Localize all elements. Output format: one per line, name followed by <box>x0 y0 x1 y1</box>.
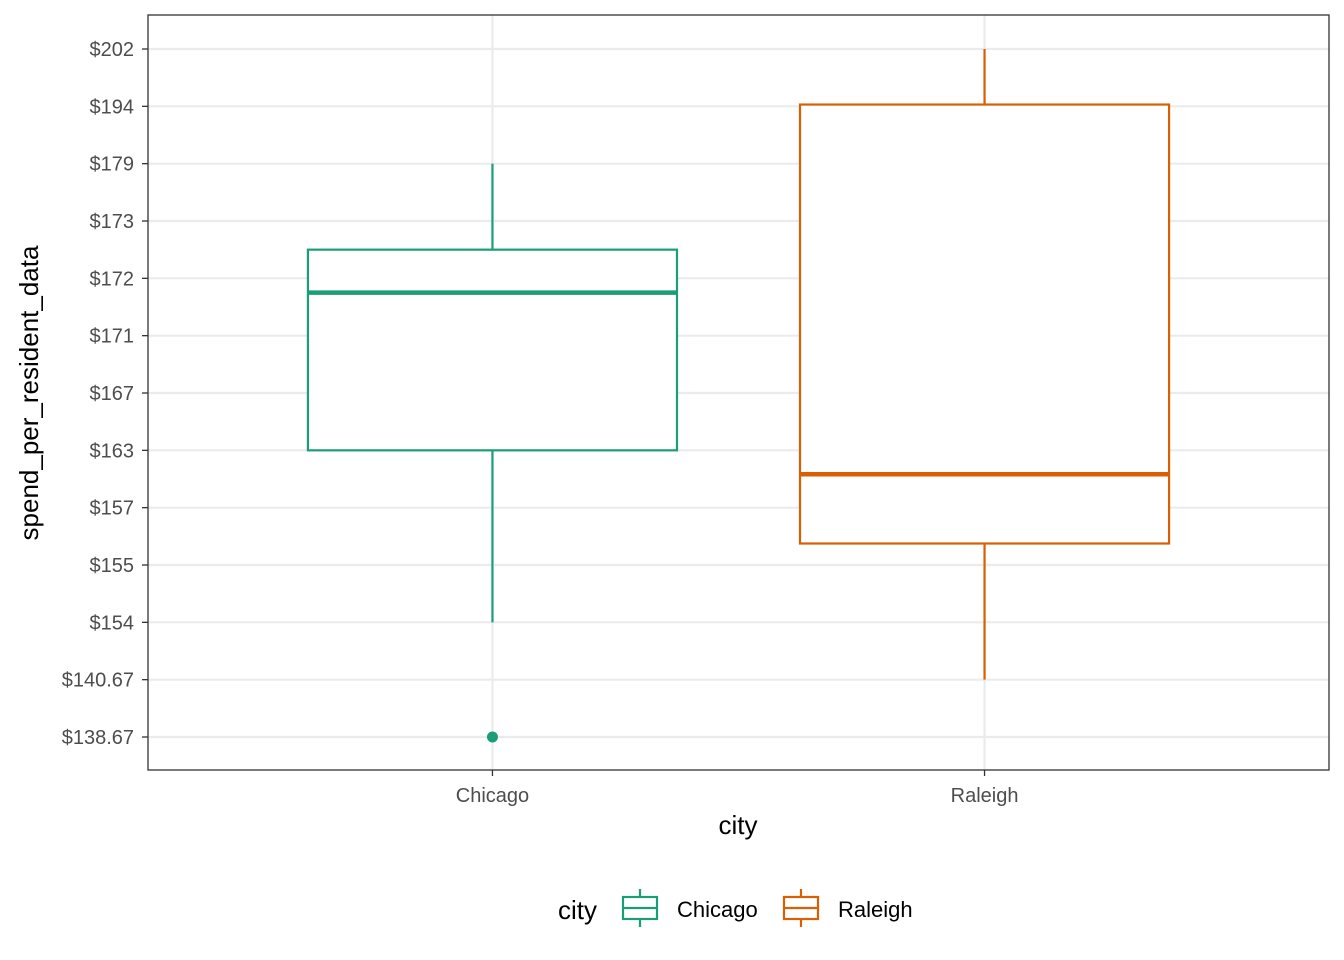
boxes <box>306 49 1171 743</box>
y-tick-label: $179 <box>90 154 135 176</box>
interquartile-box <box>306 248 679 452</box>
y-axis-title: spend_per_resident_data <box>14 245 44 540</box>
y-tick-label: $155 <box>90 555 135 577</box>
legend-entry-raleigh: Raleigh <box>782 889 913 927</box>
y-tick-label: $140.67 <box>62 670 134 692</box>
y-tick-label: $172 <box>90 268 135 290</box>
y-tick-label: $157 <box>90 498 135 520</box>
legend: city Chicago Raleigh <box>558 889 913 927</box>
outlier-point <box>486 731 498 743</box>
box-chicago <box>306 163 679 743</box>
y-tick-label: $138.67 <box>62 727 134 749</box>
legend-label: Chicago <box>677 897 758 922</box>
x-tick-label: Raleigh <box>951 785 1019 807</box>
legend-title: city <box>558 895 597 925</box>
x-tick-label: Chicago <box>456 785 529 807</box>
legend-label: Raleigh <box>838 897 913 922</box>
y-tick-label: $202 <box>90 39 135 61</box>
y-tick-label: $167 <box>90 383 135 405</box>
x-axis: Chicago Raleigh <box>456 770 1019 807</box>
x-axis-title: city <box>719 810 758 840</box>
y-axis: $138.67 $140.67 $154 $155 $157 $163 $167 $171 $1… <box>62 39 148 749</box>
interquartile-box <box>798 103 1171 545</box>
y-tick-label: $163 <box>90 440 135 462</box>
legend-entry-chicago: Chicago <box>621 889 758 927</box>
y-tick-label: $194 <box>90 96 135 118</box>
y-tick-label: $154 <box>90 612 135 634</box>
y-tick-label: $171 <box>90 326 135 348</box>
box-raleigh <box>798 49 1171 680</box>
y-tick-label: $173 <box>90 211 135 233</box>
